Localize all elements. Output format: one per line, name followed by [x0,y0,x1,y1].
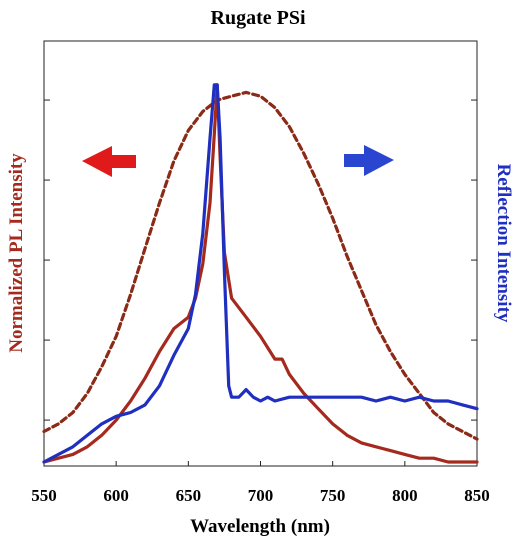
x-tick-label: 550 [31,486,57,505]
left-arrow-icon [82,146,136,177]
x-axis-label: Wavelength (nm) [190,516,330,537]
x-axis-ticks: 550 600 650 700 750 800 850 [31,461,490,505]
x-tick-label: 600 [103,486,129,505]
right-axis-label: Reflection Intensity [493,164,514,323]
chart-title: Rugate PSi [211,7,306,29]
pl-dashed-line [42,90,479,441]
x-tick-label: 800 [392,486,418,505]
pl-solid-line [42,83,479,464]
x-tick-label: 650 [176,486,202,505]
x-tick-label: 700 [248,486,274,505]
left-axis-label: Normalized PL Intensity [6,153,27,353]
y-axis-ticks [44,99,477,421]
reflection-line [42,83,479,464]
series-layer [42,83,479,464]
right-arrow-icon [344,145,394,176]
x-tick-label: 750 [320,486,346,505]
x-tick-label: 850 [464,486,490,505]
